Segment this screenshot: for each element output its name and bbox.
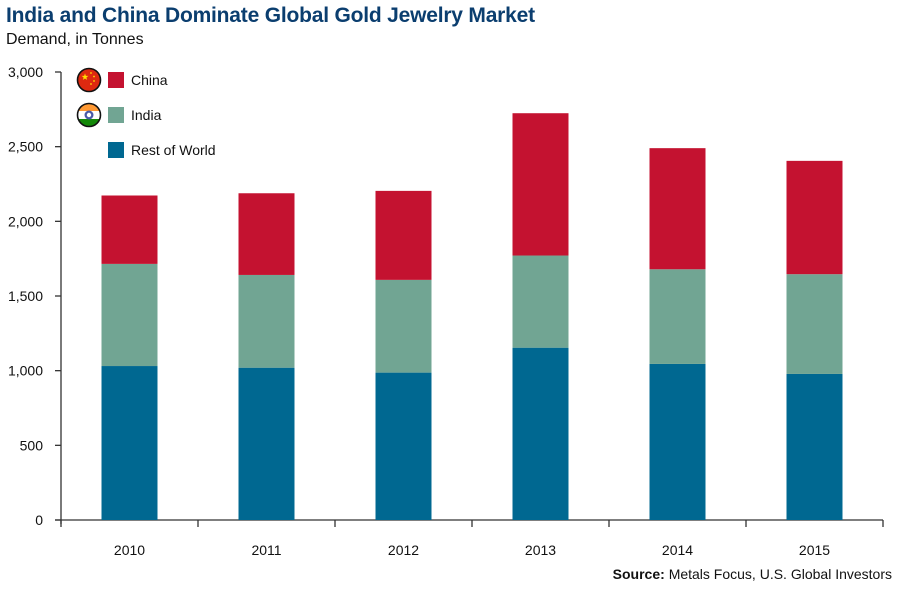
x-tick-label: 2014 [662,542,693,558]
x-tick-label: 2012 [388,542,419,558]
bar-rest-of-world-2015 [786,373,843,520]
bar-china-2013 [512,113,569,256]
legend-swatch [108,142,124,158]
bar-india-2012 [375,279,432,373]
source-label: Source: [612,566,665,582]
legend-label: Rest of World [131,142,216,158]
x-tick-label: 2015 [799,542,830,558]
x-tick-label: 2013 [525,542,556,558]
y-tick-label: 2,500 [8,139,43,155]
y-tick-label: 0 [35,512,43,528]
legend-swatch [108,107,124,123]
bar-india-2011 [238,274,295,368]
x-tick-label: 2010 [114,542,145,558]
y-tick-label: 1,500 [8,288,43,304]
bars [101,113,843,520]
bar-china-2015 [786,160,843,275]
legend: China India Rest of World [76,67,216,158]
source-note: Source: Metals Focus, U.S. Global Invest… [613,566,892,582]
legend-label: China [131,72,168,88]
y-tick-label: 2,000 [8,213,43,229]
bar-china-2011 [238,193,295,275]
y-tick-label: 1,000 [8,363,43,379]
bar-china-2014 [649,148,706,270]
legend-swatch [108,72,124,88]
bar-india-2010 [101,263,158,367]
y-tick-label: 3,000 [8,64,43,80]
bar-china-2010 [101,195,158,264]
bar-rest-of-world-2013 [512,347,569,520]
bar-india-2014 [649,269,706,364]
y-tick-label: 500 [20,437,44,453]
bar-india-2015 [786,274,843,374]
bar-rest-of-world-2012 [375,372,432,520]
bar-india-2013 [512,255,569,348]
india-flag-icon [76,102,102,128]
source-text: Metals Focus, U.S. Global Investors [668,566,892,582]
bar-rest-of-world-2011 [238,367,295,520]
bar-rest-of-world-2014 [649,363,706,520]
bar-rest-of-world-2010 [101,366,158,520]
legend-label: India [131,107,162,123]
x-tick-label: 2011 [251,542,281,558]
axes: 0 500 1,000 1,500 2,000 2,500 3,000 2010 2011 201… [8,64,884,558]
bar-china-2012 [375,190,432,280]
china-flag-icon [76,67,102,93]
chart-title: India and China Dominate Global Gold Jew… [6,4,535,27]
chart-subtitle: Demand, in Tonnes [6,31,144,48]
